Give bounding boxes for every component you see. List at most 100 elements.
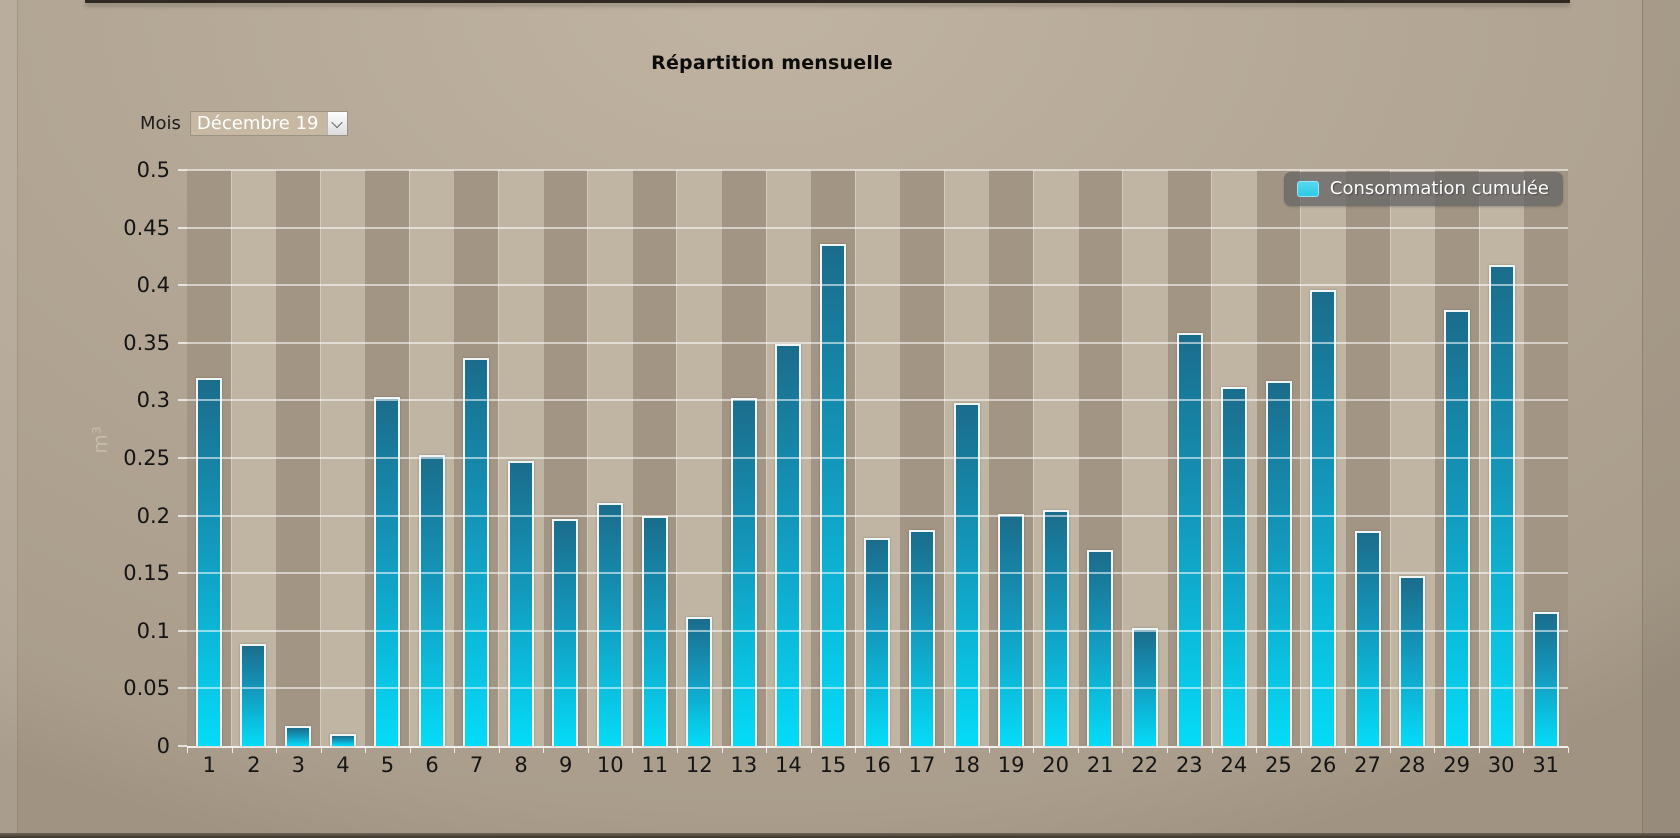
- bar-day-3: [284, 725, 311, 746]
- x-tick-label: 24: [1220, 753, 1248, 777]
- plot-column: [765, 170, 811, 746]
- plot-column: [676, 170, 721, 746]
- bar-day-21: [1087, 550, 1114, 746]
- bar-day-17: [909, 529, 936, 746]
- x-tick-mark: [990, 747, 1035, 753]
- bar-day-16: [864, 537, 891, 746]
- plot-column: [1434, 170, 1479, 746]
- page-left-border: [0, 0, 18, 838]
- bar-day-20: [1042, 510, 1069, 746]
- x-tick-mark: [1435, 747, 1480, 753]
- plot-column: [988, 170, 1033, 746]
- y-tick-mark: [178, 745, 187, 747]
- x-tick-label: 15: [819, 753, 847, 777]
- chart-title: Répartition mensuelle: [651, 52, 893, 74]
- month-select[interactable]: Décembre 19: [189, 111, 348, 136]
- bar-day-27: [1354, 530, 1381, 746]
- x-tick-label: 9: [558, 753, 573, 777]
- bar-day-11: [641, 515, 668, 746]
- plot-column: [187, 170, 231, 746]
- page-right-border: [1642, 0, 1680, 838]
- x-tick-mark: [544, 747, 589, 753]
- bar-day-1: [195, 377, 222, 746]
- plot-column: [720, 170, 766, 746]
- bar-day-7: [463, 358, 490, 746]
- x-tick-label: 29: [1443, 753, 1470, 777]
- y-axis-unit-label: m³: [87, 426, 112, 454]
- x-tick-mark: [1480, 747, 1525, 753]
- y-tick-label: 0.5: [136, 158, 170, 182]
- bar-day-9: [552, 519, 579, 746]
- bar-day-24: [1221, 386, 1248, 746]
- plot-column: [854, 170, 900, 746]
- x-tick-label: 11: [641, 753, 669, 777]
- bar-day-8: [507, 460, 534, 746]
- x-tick-label: 2: [247, 753, 261, 777]
- x-tick-label: 14: [775, 753, 802, 777]
- bar-day-30: [1488, 264, 1515, 746]
- x-tick-label: 26: [1309, 753, 1337, 777]
- x-tick-mark: [188, 747, 233, 753]
- plot-column: [631, 170, 677, 746]
- x-tick-mark: [277, 747, 322, 753]
- x-tick-label: 27: [1354, 753, 1381, 777]
- y-tick-mark: [178, 514, 187, 517]
- x-tick-label: 17: [908, 753, 936, 777]
- bar-day-2: [240, 643, 267, 746]
- y-tick-label: 0.35: [123, 330, 170, 355]
- plot-column: [587, 170, 632, 746]
- x-tick-mark: [455, 747, 500, 753]
- x-tick-mark: [411, 747, 456, 753]
- x-tick-mark: [1346, 747, 1391, 753]
- x-tick-label: 28: [1398, 753, 1426, 777]
- plot-column: [810, 170, 855, 746]
- x-tick-mark: [856, 747, 901, 753]
- bar-day-14: [775, 344, 802, 746]
- y-tick-label: 0.2: [136, 503, 170, 528]
- y-tick-mark: [178, 226, 187, 229]
- y-tick-mark: [178, 399, 187, 402]
- plot-column: [275, 170, 320, 746]
- x-tick-label: 6: [425, 753, 439, 777]
- x-tick-label: 8: [514, 753, 528, 777]
- x-tick-mark: [945, 747, 990, 753]
- bar-day-23: [1176, 332, 1203, 746]
- x-tick-mark: [1168, 747, 1213, 753]
- month-select-arrow-box: [326, 112, 347, 135]
- bar-day-15: [819, 244, 846, 746]
- month-select-value: Décembre 19: [196, 113, 319, 134]
- y-tick-label: 0.05: [123, 676, 170, 701]
- y-tick-label: 0.4: [136, 273, 170, 298]
- y-tick-label: 0.1: [136, 618, 170, 643]
- plot-column: [319, 170, 365, 746]
- x-tick-mark: [633, 747, 679, 753]
- x-tick-mark: [1079, 747, 1124, 753]
- x-tick-label: 23: [1175, 753, 1203, 777]
- x-tick-label: 4: [336, 753, 350, 777]
- plot-column: [1345, 170, 1390, 746]
- x-axis-ticks: [187, 747, 1569, 753]
- y-axis: 0 0.05 0.1 0.15 0.2 0.25 0.3 0.35 0.4 0.45 0.5: [90, 158, 187, 758]
- x-tick-mark: [589, 747, 634, 753]
- plot-column: [899, 170, 944, 746]
- bar-day-13: [730, 398, 757, 746]
- bar-day-4: [329, 733, 356, 746]
- bar-day-12: [686, 617, 713, 746]
- y-tick-mark: [178, 629, 187, 632]
- plot-area: Consommation cumulée: [187, 169, 1568, 748]
- x-tick-label: 21: [1086, 753, 1114, 777]
- x-tick-mark: [1302, 747, 1347, 753]
- month-selector-row: Mois Décembre 19: [140, 111, 348, 136]
- x-tick-label: 18: [953, 753, 980, 777]
- plot-column: [1523, 170, 1568, 746]
- bar-day-26: [1310, 290, 1337, 746]
- plot-column: [498, 170, 543, 746]
- plot-column: [1211, 170, 1256, 746]
- x-tick-mark: [1391, 747, 1436, 753]
- plot-column: [364, 170, 409, 746]
- plot-column: [1255, 170, 1301, 746]
- x-axis-labels: 1 2 3 4 5 6 7 8 9 10 11 12 13 14 15 16 17 18 19 20 21 22 23 24 2…: [187, 753, 1568, 777]
- x-tick-mark: [1123, 747, 1169, 753]
- x-tick-label: 16: [864, 753, 891, 777]
